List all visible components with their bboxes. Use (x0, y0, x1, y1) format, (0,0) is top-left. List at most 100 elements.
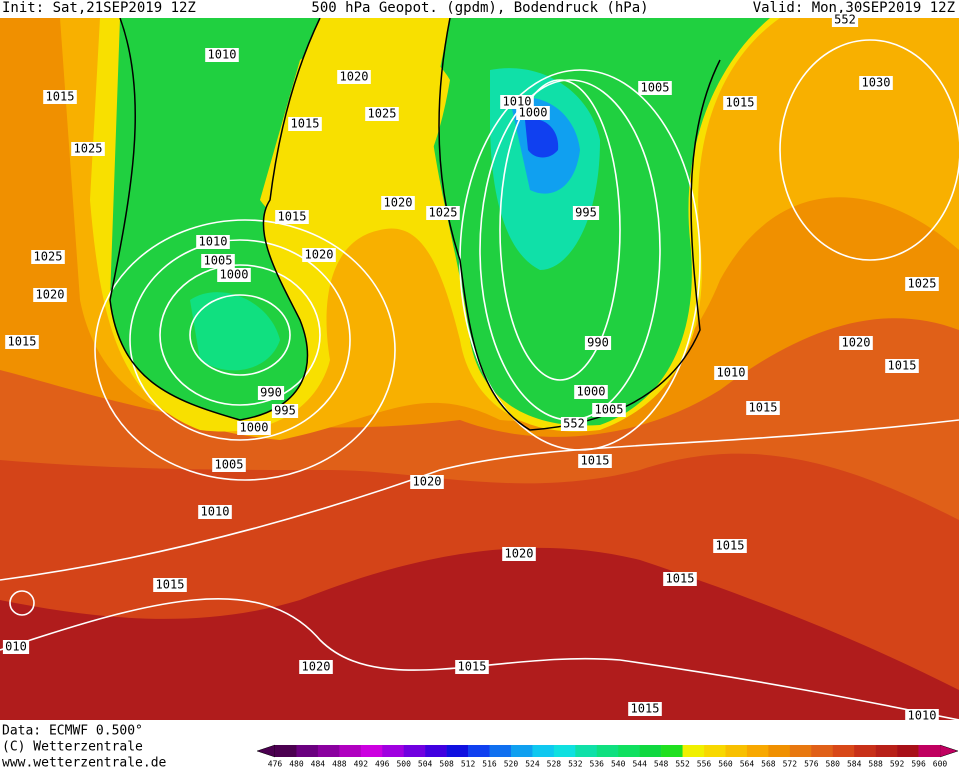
label-box (381, 196, 415, 210)
isobar-label: 1020 (305, 248, 334, 262)
isobar-label: 1025 (34, 250, 63, 264)
colorbar-label: 504 (418, 760, 433, 769)
label-box (714, 366, 748, 380)
isobar-label: 1010 (208, 48, 237, 62)
init-time: Init: Sat,21SEP2019 12Z (2, 0, 196, 16)
isobar-label: 1015 (581, 454, 610, 468)
label-box (713, 539, 747, 553)
label-box (905, 277, 939, 291)
isobar-label: 1000 (577, 385, 606, 399)
label-box (572, 206, 600, 220)
label-box (560, 417, 588, 431)
isobar-label: 1030 (862, 76, 891, 90)
map-field (0, 18, 959, 720)
colorbar-label: 476 (268, 760, 283, 769)
isobar-label: 995 (274, 404, 296, 418)
colorbar-label: 600 (933, 760, 948, 769)
copyright: (C) Wetterzentrale (2, 740, 143, 755)
isobar-label: 1010 (201, 505, 230, 519)
isobar-label: 1025 (908, 277, 937, 291)
colorbar-label: 576 (804, 760, 819, 769)
isobar-label: 1020 (842, 336, 871, 350)
isobar-label: 1010 (908, 709, 937, 723)
colorbar-label: 540 (611, 760, 626, 769)
label-box (217, 268, 251, 282)
isobar-label: 995 (575, 206, 597, 220)
label-box (31, 250, 65, 264)
colorbar-label: 492 (354, 760, 369, 769)
isobar-label: 1015 (666, 572, 695, 586)
label-box (905, 709, 939, 723)
colorbar-segment (575, 745, 598, 757)
label-box (153, 578, 187, 592)
label-box (574, 385, 608, 399)
isobar-label: 1015 (8, 335, 37, 349)
website: www.wetterzentrale.de (2, 756, 167, 770)
label-box (592, 403, 626, 417)
label-box (500, 95, 534, 109)
colorbar-segment (403, 745, 426, 757)
colorbar-label: 568 (761, 760, 776, 769)
label-box (212, 458, 246, 472)
map-title: 500 hPa Geopot. (gpdm), Bodendruck (hPa) (311, 0, 648, 16)
label-box (196, 235, 230, 249)
label-box (5, 335, 39, 349)
isobar-labels: 1010 1015 1025 1020 1015 1025 1010 1000 1005 1015… (2, 13, 939, 723)
colorbar-segment (746, 745, 769, 757)
colorbar-label: 556 (697, 760, 712, 769)
colorbar-segment (510, 745, 533, 757)
label-box (426, 206, 460, 220)
label-box (257, 386, 285, 400)
isobar-label: 1010 (199, 235, 228, 249)
colorbar-segment (489, 745, 512, 757)
colorbar-segment (468, 745, 490, 757)
isobar-label: 1005 (215, 458, 244, 472)
colorbar-segment (811, 745, 834, 757)
label-box (885, 359, 919, 373)
label-box (275, 210, 309, 224)
isobar-label: 1015 (156, 578, 185, 592)
colorbar-segment (317, 745, 340, 757)
colorbar-segment (425, 745, 447, 757)
colorbar-segment (768, 745, 791, 757)
label-box (663, 572, 697, 586)
isobar-label: 1020 (413, 475, 442, 489)
isobar-label: 1015 (726, 96, 755, 110)
label-box (839, 336, 873, 350)
colorbar-segment (553, 745, 576, 757)
colorbar-segment (596, 745, 619, 757)
label-box (455, 660, 489, 674)
isobar-label: 010 (5, 640, 27, 654)
colorbar-arrow (256, 744, 276, 758)
label-box (638, 81, 672, 95)
colorbar-label: 500 (396, 760, 411, 769)
colorbar-segment (918, 745, 941, 757)
data-source: Data: ECMWF 0.500° (2, 724, 143, 739)
colorbar-label: 532 (568, 760, 583, 769)
isobar-label: 990 (587, 336, 609, 350)
colorbar-segment (382, 745, 405, 757)
label-box (201, 254, 235, 268)
colorbar-segment (661, 745, 683, 757)
label-box (859, 76, 893, 90)
isobar-label: 1020 (505, 547, 534, 561)
colorbar-segment (360, 745, 383, 757)
colorbar-segment (446, 745, 469, 757)
isobar-label: 1015 (46, 90, 75, 104)
isobar-label: 1015 (291, 117, 320, 131)
colorbar-segment (854, 745, 876, 757)
label-box (198, 505, 232, 519)
isobar-label: 1015 (888, 359, 917, 373)
colorbar-label: 544 (632, 760, 647, 769)
colorbar-arrow (939, 744, 959, 758)
colorbar-segment (875, 745, 898, 757)
isobar-label: 1010 (717, 366, 746, 380)
colorbar-label: 516 (482, 760, 497, 769)
colorbar-label: 560 (718, 760, 733, 769)
isobar-label: 1020 (340, 70, 369, 84)
colorbar-label: 512 (461, 760, 476, 769)
label-box (288, 117, 322, 131)
isobar-label: 1020 (384, 196, 413, 210)
colorbar-segment (897, 745, 919, 757)
label-box (2, 640, 30, 654)
